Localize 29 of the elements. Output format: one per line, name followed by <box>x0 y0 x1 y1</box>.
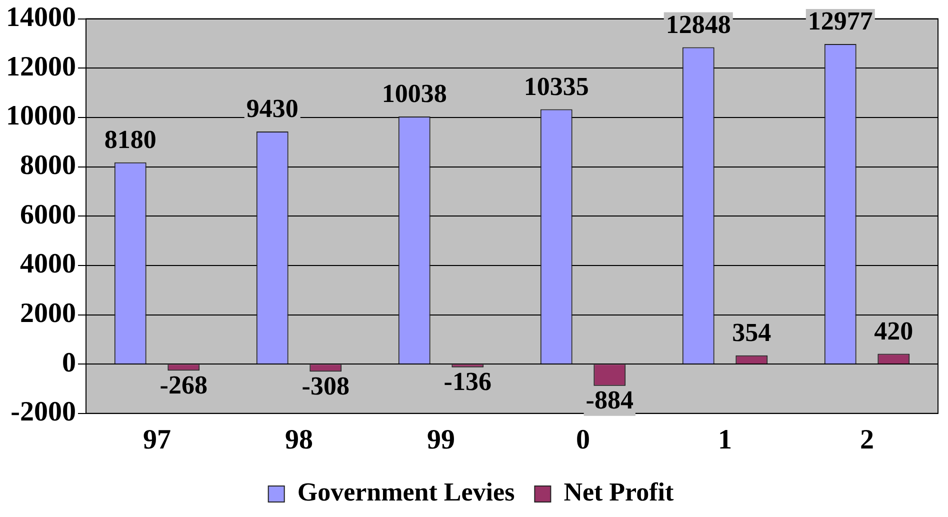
x-tick-label: 99 <box>427 424 455 456</box>
y-tick-label: 10000 <box>6 100 76 132</box>
y-tick-label: 8000 <box>20 150 76 182</box>
data-label: -136 <box>444 367 492 396</box>
y-tick-label: 0 <box>62 347 76 378</box>
data-label: -308 <box>302 371 350 400</box>
data-label: 8180 <box>104 125 156 154</box>
x-tick-label: 0 <box>576 424 590 456</box>
y-tick-label: 12000 <box>6 51 76 82</box>
data-label: 12977 <box>808 6 873 36</box>
legend-label: Net Profit <box>564 478 674 507</box>
data-label: 354 <box>732 318 772 348</box>
data-label: 420 <box>874 316 914 346</box>
data-label: 10038 <box>382 79 447 108</box>
y-tick-label: 14000 <box>6 2 76 34</box>
legend-label: Government Levies <box>297 478 515 507</box>
data-label: 10335 <box>524 72 589 101</box>
data-label: -884 <box>586 386 634 415</box>
x-tick-label: 2 <box>860 424 874 456</box>
x-tick-label: 98 <box>285 424 313 456</box>
data-label: 12848 <box>666 10 731 39</box>
y-tick-label: 6000 <box>20 199 76 230</box>
y-tick-label: -2000 <box>10 396 76 428</box>
data-label: 9430 <box>246 94 298 124</box>
x-tick-label: 97 <box>143 424 171 456</box>
x-tick-label: 1 <box>718 424 732 456</box>
y-tick-label: 4000 <box>20 248 76 280</box>
y-tick-label: 2000 <box>20 298 76 329</box>
data-label: -268 <box>160 370 208 400</box>
